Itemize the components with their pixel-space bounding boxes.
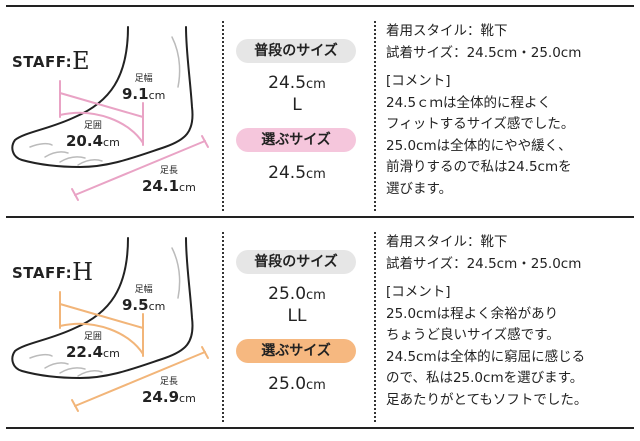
dotted-divider <box>222 21 224 211</box>
normal-size-badge: 普段のサイズ <box>236 39 356 63</box>
foot-illustration <box>11 26 209 201</box>
comment-line: 足あたりがとてもソフトでした。 <box>386 391 588 408</box>
foot-illustration <box>11 237 209 412</box>
normal-size: 24.5cm <box>268 73 326 93</box>
comment-line: 25.0cmは全体的にやや緩く、 <box>386 137 572 154</box>
foot-width: 足幅 9.5cm <box>122 285 166 314</box>
comment-column: 着用スタイル：靴下 試着サイズ：24.5cm・25.0cm [コメント] 25.… <box>386 232 587 411</box>
foot-circumference: 足囲 22.4cm <box>66 332 120 361</box>
comment-line: 24.5cmは全体的に窮屈に感じる <box>386 348 586 365</box>
comment-line: 選びます。 <box>386 180 453 197</box>
chosen-size-badge: 選ぶサイズ <box>236 128 356 152</box>
staff-section: STAFF:H 足幅 9.5cm 足囲 22.4cm 足長 24.9cm 普段のサイズ… <box>0 218 640 429</box>
normal-size: 25.0cm <box>268 284 326 304</box>
wear-style: 着用スタイル：靴下 <box>386 23 508 39</box>
foot-diagram: STAFF:E 足幅 9.1cm 足囲 20.4cm 足長 24.1cm <box>0 7 222 218</box>
comment-line: 24.5ｃｍは全体的に程よく <box>386 94 552 111</box>
comment-line: ちょうど良いサイズ感です。 <box>386 327 560 343</box>
size-column: 普段のサイズ 25.0cm LL 選ぶサイズ 25.0cm <box>230 218 364 429</box>
dotted-divider <box>374 21 376 211</box>
chosen-size: 24.5cm <box>268 163 326 183</box>
comment-line: フィットするサイズ感でした。 <box>386 116 575 132</box>
foot-length: 足長 24.9cm <box>142 377 196 406</box>
comment-line: 25.0cmは程よく余裕があり <box>386 305 559 322</box>
staff-label: STAFF:H <box>12 258 94 286</box>
foot-length: 足長 24.1cm <box>142 166 196 195</box>
dotted-divider <box>374 232 376 422</box>
foot-diagram: STAFF:H 足幅 9.5cm 足囲 22.4cm 足長 24.9cm <box>0 218 222 429</box>
tried-sizes: 試着サイズ：24.5cm・25.0cm <box>386 255 582 272</box>
tried-sizes: 試着サイズ：24.5cm・25.0cm <box>386 44 582 61</box>
foot-circumference: 足囲 20.4cm <box>66 121 120 150</box>
chosen-size: 25.0cm <box>268 374 326 394</box>
comment-line: ので、私は25.0cmを選びます。 <box>386 370 584 386</box>
dotted-divider <box>222 232 224 422</box>
divider <box>6 427 634 429</box>
divider <box>6 5 634 7</box>
wear-style: 着用スタイル：靴下 <box>386 234 508 250</box>
staff-label: STAFF:E <box>12 47 91 75</box>
chosen-size-badge: 選ぶサイズ <box>236 339 356 363</box>
comment-line: 前滑りするので私は24.5cmを <box>386 159 572 175</box>
normal-size-badge: 普段のサイズ <box>236 250 356 274</box>
divider <box>6 216 634 218</box>
comment-header: [コメント] <box>386 73 451 89</box>
comment-column: 着用スタイル：靴下 試着サイズ：24.5cm・25.0cm [コメント] 24.… <box>386 21 581 200</box>
foot-width: 足幅 9.1cm <box>122 74 166 103</box>
size-column: 普段のサイズ 24.5cm L 選ぶサイズ 24.5cm <box>230 7 364 218</box>
staff-section: STAFF:E 足幅 9.1cm 足囲 20.4cm 足長 24.1cm 普段のサイズ… <box>0 7 640 218</box>
normal-letter-size: L <box>292 95 302 115</box>
normal-letter-size: LL <box>287 306 307 326</box>
comment-header: [コメント] <box>386 284 451 300</box>
